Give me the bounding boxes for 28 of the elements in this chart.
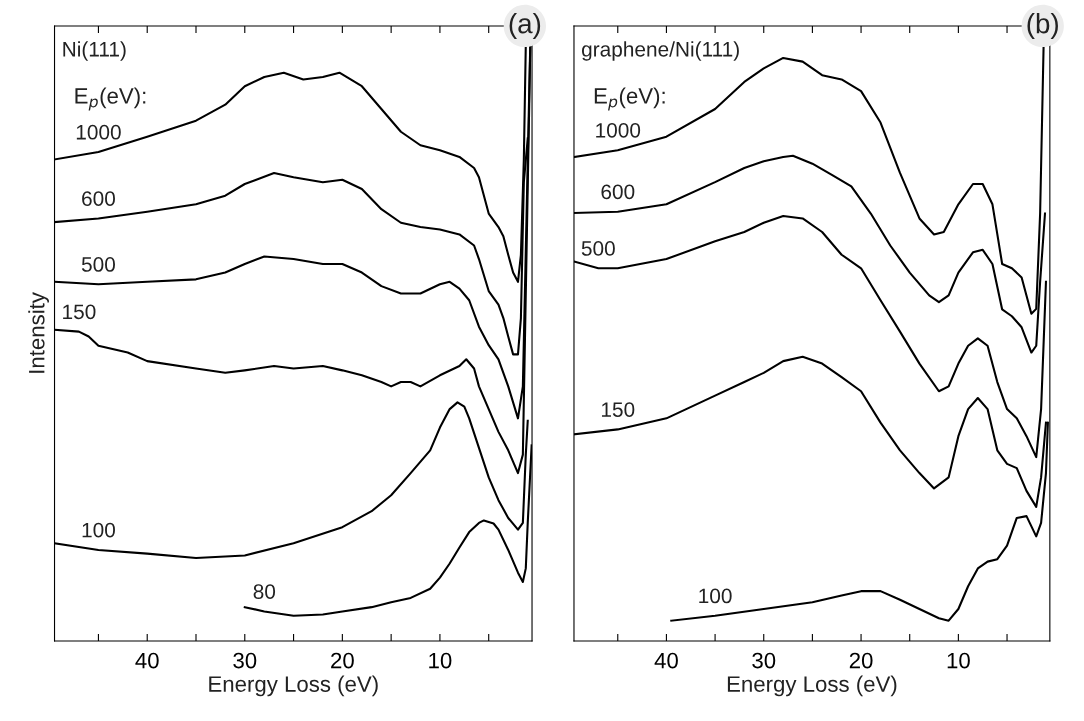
annotation: graphene/Ni(111): [581, 41, 739, 61]
x-tick-label: 40: [654, 652, 678, 669]
x-tick-label: 20: [849, 652, 873, 669]
series-label: 600: [82, 191, 115, 206]
chart-title: (a): [509, 13, 541, 39]
series-label: 500: [581, 241, 615, 256]
x-tick-label: 30: [233, 652, 257, 669]
series-label: 600: [601, 184, 635, 200]
annotation: E$_{p}$(eV):: [594, 87, 665, 111]
series-label: 100: [82, 522, 115, 538]
series-label: 150: [63, 304, 96, 320]
series-label: 150: [601, 402, 635, 417]
series-label: 1000: [596, 122, 641, 138]
series-label: 80: [253, 584, 276, 599]
series-label: 1000: [76, 124, 121, 140]
x-axis-title: Energy Loss (eV): [209, 675, 378, 697]
series-label: 500: [81, 257, 115, 272]
x-axis-title: Energy Loss (eV): [727, 675, 897, 697]
x-tick-label: 10: [947, 652, 970, 669]
x-tick-label: 10: [429, 652, 452, 669]
series-label: 100: [699, 588, 732, 604]
x-tick-label: 40: [135, 652, 159, 669]
annotation: Ni(111): [63, 41, 126, 61]
chart-title: (b): [1027, 13, 1058, 39]
annotation: E$_{p}$(eV):: [75, 87, 146, 111]
y-axis-title: Intensity: [28, 292, 49, 373]
x-tick-label: 30: [752, 652, 776, 669]
x-tick-label: 20: [331, 652, 354, 669]
